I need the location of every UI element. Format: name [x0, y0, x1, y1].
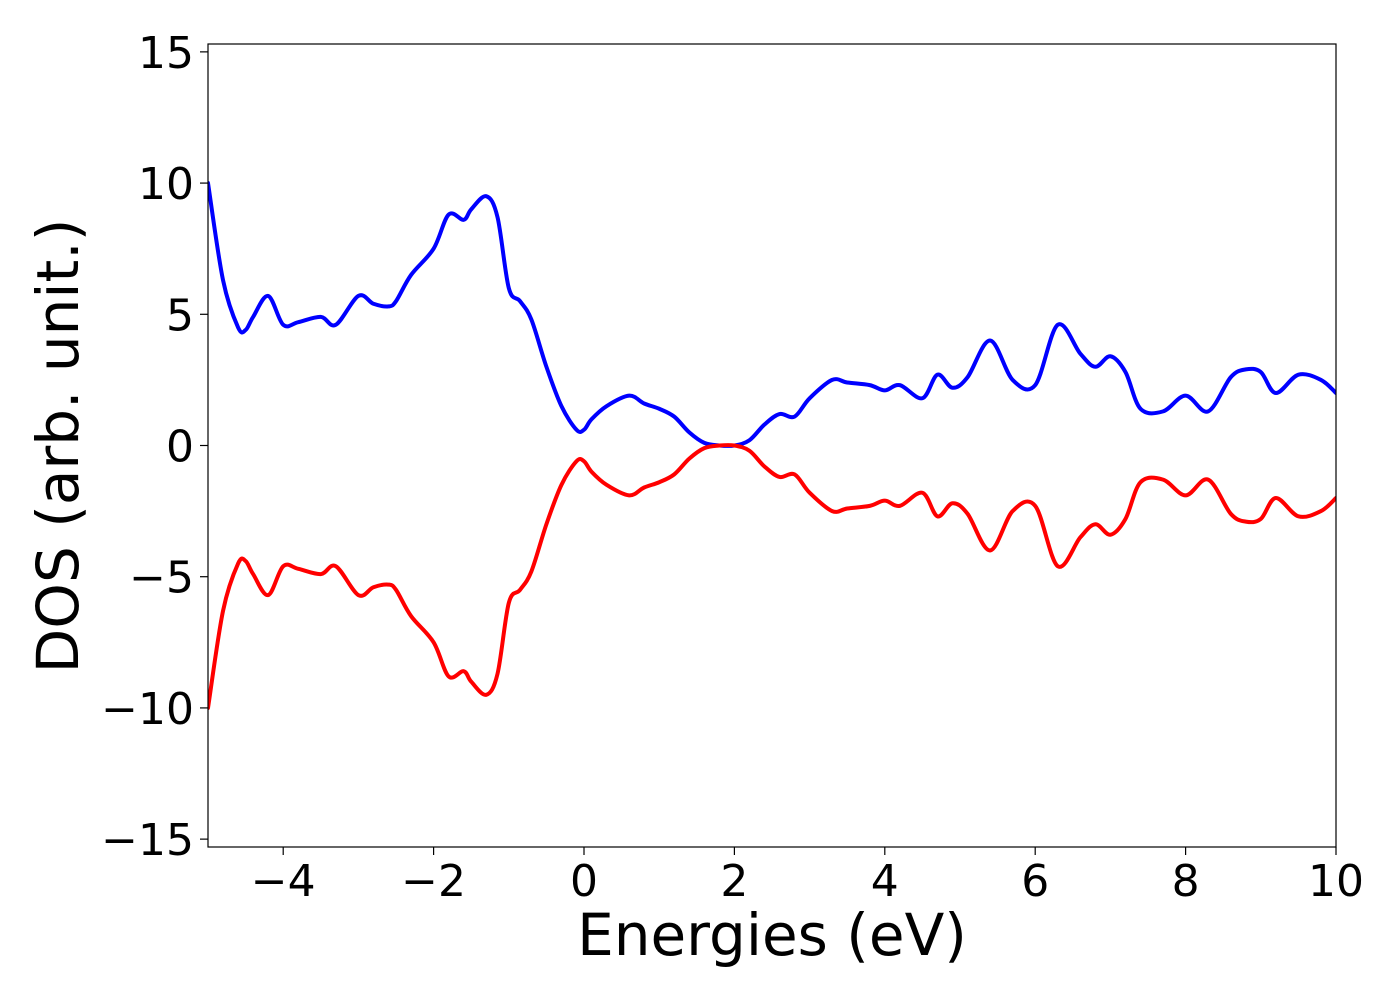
series-layer: [208, 181, 1336, 710]
x-tick-label: −2: [401, 856, 466, 907]
y-tick-label: −10: [101, 684, 194, 735]
y-tick-label: −15: [101, 815, 194, 866]
y-tick-label: −5: [129, 553, 194, 604]
x-axis-ticks: −4 −2 0 2 4 6 8 10: [251, 847, 1364, 907]
y-tick-label: 15: [138, 28, 194, 79]
x-tick-label: 10: [1308, 856, 1364, 907]
y-axis-title: DOS (arb. unit.): [24, 219, 92, 674]
x-tick-label: 0: [570, 856, 598, 907]
y-tick-label: 5: [166, 290, 194, 341]
y-tick-label: 10: [138, 159, 194, 210]
series-line-up: [208, 181, 1336, 448]
x-tick-label: 6: [1021, 856, 1049, 907]
y-tick-label: 0: [166, 422, 194, 473]
x-tick-label: 2: [720, 856, 748, 907]
plot-frame: [207, 43, 1337, 848]
x-tick-label: 4: [871, 856, 899, 907]
x-axis-title: Energies (eV): [577, 901, 967, 969]
x-tick-label: −4: [251, 856, 316, 907]
y-axis-ticks: −15 −10 −5 0 5 10 15: [101, 28, 208, 866]
x-tick-label: 8: [1172, 856, 1200, 907]
series-line-down: [208, 443, 1336, 710]
